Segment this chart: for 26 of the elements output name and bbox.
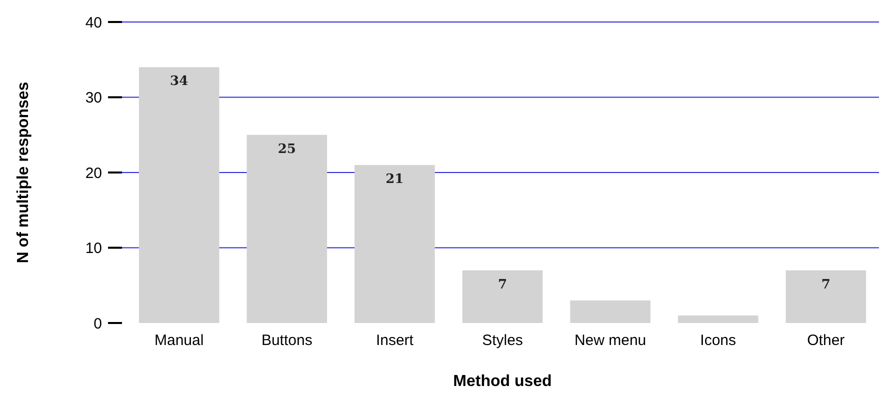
data-label: 7 [498, 277, 508, 292]
y-tick-label: 40 [85, 14, 102, 32]
x-tick-label: Insert [376, 332, 414, 349]
x-tick-label: Icons [700, 332, 736, 349]
data-label: 7 [821, 277, 830, 292]
data-label: 25 [278, 142, 296, 157]
data-label: 34 [170, 74, 188, 90]
bar [570, 300, 650, 323]
y-tick-label: 20 [85, 164, 102, 182]
y-tick-label: 0 [94, 315, 102, 332]
bar [354, 164, 435, 323]
bar [786, 270, 866, 323]
x-axis-title: Method used [453, 373, 552, 390]
x-tick-label: Other [807, 332, 845, 349]
bar [678, 315, 758, 323]
x-tick-label: New menu [574, 332, 646, 349]
bar [246, 134, 328, 323]
x-tick-label: Styles [482, 332, 523, 349]
bar [138, 67, 220, 323]
x-tick-label: Buttons [261, 332, 312, 349]
bar [462, 270, 543, 323]
y-tick-label: 10 [85, 240, 102, 257]
y-axis-title: N of multiple responses [15, 82, 32, 264]
data-label: 21 [386, 172, 404, 187]
y-tick-label: 30 [85, 90, 102, 106]
x-tick-label: Manual [154, 332, 204, 349]
